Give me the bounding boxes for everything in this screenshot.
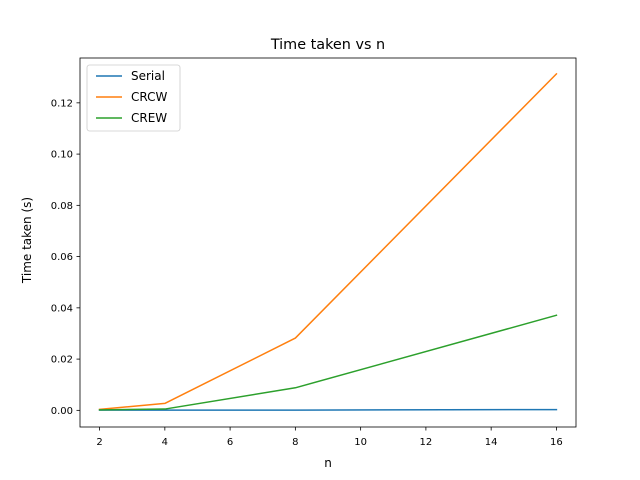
y-tick-label: 0.12 xyxy=(51,98,73,109)
legend-label-crcw: CRCW xyxy=(131,90,167,104)
chart-title: Time taken vs n xyxy=(270,37,385,53)
y-tick-label: 0.10 xyxy=(51,150,73,161)
axis-ticks: 2 4 6 8 10 12 14 16 0.00 0.02 0.04 0.06 0.08 0.10 0.12 xyxy=(51,98,563,448)
x-tick-label: 6 xyxy=(227,437,233,448)
x-tick-label: 16 xyxy=(550,437,563,448)
legend-label-crew: CREW xyxy=(131,111,167,125)
series-line-serial xyxy=(98,408,558,411)
x-axis-label: n xyxy=(324,456,332,470)
x-tick-label: 4 xyxy=(162,437,168,448)
legend-box xyxy=(86,64,181,132)
series-line-crcw xyxy=(98,72,558,411)
x-tick-label: 14 xyxy=(485,437,498,448)
y-axis-label: Time taken (s) xyxy=(20,197,34,284)
x-tick-label: 10 xyxy=(354,437,367,448)
x-tick-label: 2 xyxy=(96,437,102,448)
y-tick-label: 0.08 xyxy=(51,201,73,212)
plot-frame xyxy=(79,57,577,428)
y-tick-label: 0.00 xyxy=(51,406,73,417)
series-lines xyxy=(98,72,558,411)
x-tick-label: 8 xyxy=(292,437,298,448)
series-line-crew xyxy=(98,314,558,411)
y-tick-label: 0.04 xyxy=(51,303,73,314)
x-tick-label: 12 xyxy=(420,437,433,448)
y-tick-label: 0.02 xyxy=(51,355,73,366)
legend: Serial CRCW CREW xyxy=(86,64,181,132)
y-tick-label: 0.06 xyxy=(51,252,73,263)
legend-label-serial: Serial xyxy=(131,69,165,83)
